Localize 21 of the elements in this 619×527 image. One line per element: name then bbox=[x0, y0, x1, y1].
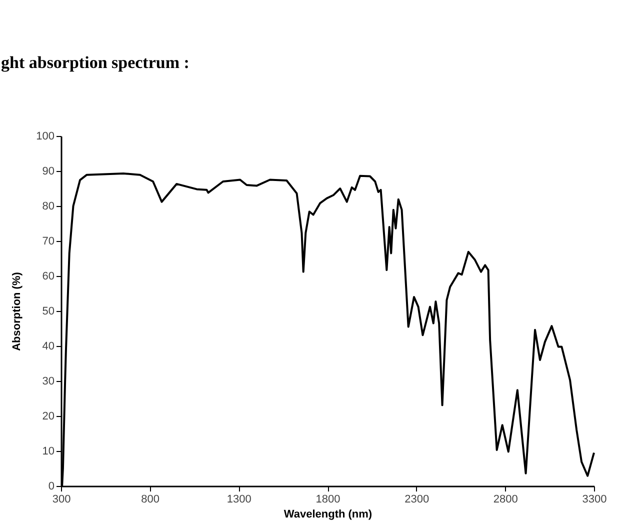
y-tick-label: 50 bbox=[42, 306, 54, 318]
y-tick-label: 40 bbox=[42, 340, 54, 352]
x-tick-label: 1800 bbox=[316, 494, 340, 506]
x-axis-title: Wavelength (nm) bbox=[284, 508, 372, 520]
y-tick-label: 30 bbox=[42, 376, 54, 388]
y-tick-label: 0 bbox=[48, 480, 54, 492]
y-tick-label: 60 bbox=[42, 270, 54, 282]
y-tick-label: 70 bbox=[42, 236, 54, 248]
x-tick-label: 800 bbox=[141, 494, 160, 506]
y-tick-label: 20 bbox=[42, 410, 54, 422]
x-tick-label: 1300 bbox=[226, 494, 252, 506]
x-tick-label: 3300 bbox=[582, 494, 607, 506]
y-tick-label: 80 bbox=[42, 200, 54, 212]
x-tick-label: 2800 bbox=[493, 494, 518, 506]
y-tick-label: 10 bbox=[42, 446, 54, 458]
y-tick-label: 100 bbox=[36, 130, 54, 142]
chart-title: ght absorption spectrum : bbox=[1, 53, 190, 72]
x-tick-label: 300 bbox=[52, 494, 71, 506]
y-tick-label: 90 bbox=[42, 166, 54, 178]
x-tick-label: 2300 bbox=[404, 494, 430, 506]
y-axis-title: Absorption (%) bbox=[11, 272, 24, 351]
